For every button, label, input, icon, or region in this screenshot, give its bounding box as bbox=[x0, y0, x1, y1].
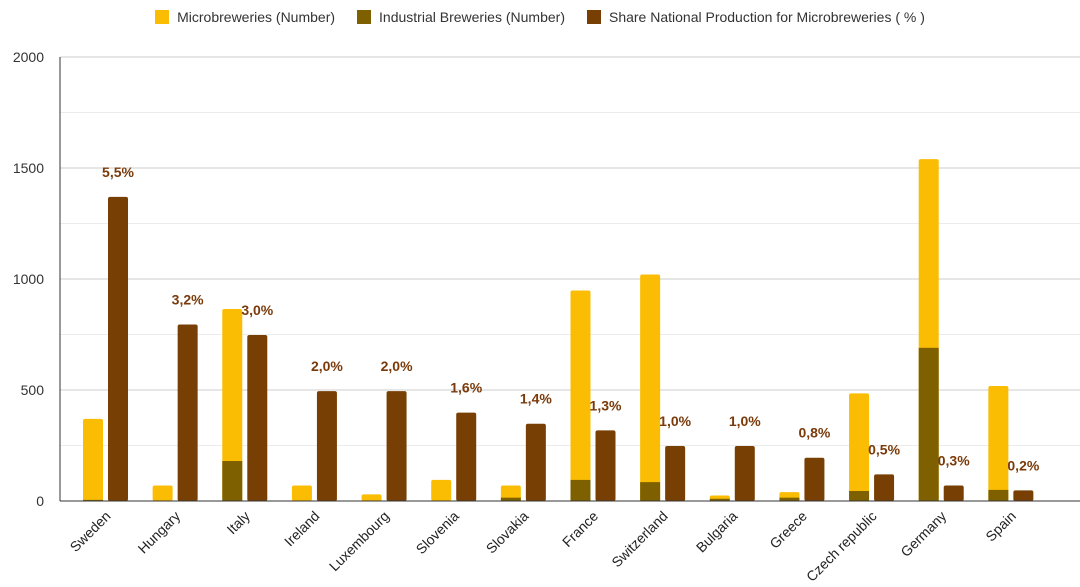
industrial-breweries-bar bbox=[570, 479, 591, 501]
share-data-label: 0,8% bbox=[798, 425, 830, 441]
industrial-breweries-bar bbox=[779, 497, 800, 501]
share-bar bbox=[665, 445, 686, 501]
share-bar bbox=[804, 457, 825, 501]
legend-label: Industrial Breweries (Number) bbox=[379, 9, 565, 25]
share-data-label: 0,3% bbox=[938, 452, 970, 468]
industrial-breweries-bar bbox=[988, 489, 1009, 501]
industrial-breweries-bar bbox=[849, 491, 870, 501]
category-label: Hungary bbox=[135, 508, 184, 557]
share-data-label: 1,0% bbox=[659, 413, 691, 429]
microbreweries-bar bbox=[83, 418, 103, 501]
category-label: France bbox=[559, 508, 601, 550]
legend-item: Share National Production for Microbrewe… bbox=[586, 9, 925, 25]
y-tick-label: 1000 bbox=[13, 271, 44, 287]
share-bar bbox=[595, 430, 616, 501]
share-data-label: 1,4% bbox=[520, 391, 552, 407]
microbreweries-bar bbox=[361, 494, 382, 501]
microbreweries-bar bbox=[849, 393, 870, 501]
microbreweries-bar bbox=[291, 485, 312, 501]
share-data-label: 2,0% bbox=[381, 358, 413, 374]
microbreweries-bar bbox=[500, 485, 521, 501]
microbreweries-bar bbox=[431, 479, 452, 501]
category-label: Italy bbox=[223, 508, 252, 537]
category-label: Greece bbox=[766, 508, 810, 552]
industrial-breweries-bar bbox=[222, 461, 243, 501]
share-bar bbox=[1013, 490, 1034, 501]
category-label: Bulgaria bbox=[693, 508, 741, 556]
microbreweries-bar bbox=[570, 290, 591, 501]
share-bar bbox=[734, 445, 755, 501]
y-tick-label: 500 bbox=[21, 382, 45, 398]
share-bar bbox=[177, 324, 198, 501]
category-label: Sweden bbox=[67, 508, 114, 555]
category-label: Slovakia bbox=[483, 508, 532, 557]
y-tick-label: 2000 bbox=[13, 49, 44, 65]
share-data-label: 2,0% bbox=[311, 358, 343, 374]
share-bar bbox=[943, 485, 964, 501]
industrial-breweries-bar bbox=[83, 499, 103, 501]
category-label: Slovenia bbox=[413, 508, 462, 557]
industrial-breweries-bar bbox=[500, 497, 521, 501]
legend-swatch bbox=[155, 10, 170, 24]
share-bar bbox=[247, 334, 268, 501]
industrial-breweries-bar bbox=[918, 347, 939, 501]
microbreweries-bar bbox=[640, 274, 661, 501]
microbreweries-bar bbox=[152, 485, 173, 501]
share-data-label: 1,0% bbox=[729, 413, 761, 429]
share-data-label: 5,5% bbox=[102, 164, 134, 180]
microbreweries-bar bbox=[222, 308, 243, 501]
legend: Microbreweries (Number) Industrial Brewer… bbox=[0, 6, 1080, 28]
legend-swatch bbox=[357, 10, 372, 24]
category-label: Switzerland bbox=[608, 508, 670, 570]
category-label: Luxembourg bbox=[326, 508, 392, 574]
share-data-label: 3,0% bbox=[241, 302, 273, 318]
category-label: Czech republic bbox=[803, 508, 880, 585]
legend-swatch bbox=[586, 10, 601, 24]
share-bar bbox=[386, 391, 407, 501]
y-tick-label: 1500 bbox=[13, 160, 44, 176]
category-label: Ireland bbox=[281, 508, 323, 550]
share-bar bbox=[108, 196, 128, 502]
share-bar bbox=[525, 423, 546, 501]
industrial-breweries-bar bbox=[709, 498, 730, 501]
share-data-label: 0,2% bbox=[1007, 457, 1039, 473]
category-label: Spain bbox=[982, 508, 1019, 545]
share-data-label: 3,2% bbox=[172, 292, 204, 308]
share-data-label: 1,3% bbox=[590, 397, 622, 413]
legend-label: Microbreweries (Number) bbox=[177, 9, 336, 25]
legend-label: Share National Production for Microbrewe… bbox=[608, 9, 925, 25]
category-label: Germany bbox=[897, 508, 949, 560]
industrial-breweries-bar bbox=[640, 482, 661, 501]
share-bar bbox=[874, 474, 895, 501]
share-bar bbox=[456, 412, 477, 501]
share-data-label: 0,5% bbox=[868, 441, 900, 457]
y-tick-label: 0 bbox=[36, 493, 44, 509]
legend-item: Microbreweries (Number) bbox=[155, 9, 335, 25]
legend-item: Industrial Breweries (Number) bbox=[357, 9, 565, 25]
microbreweries-bar bbox=[988, 386, 1009, 501]
share-bar bbox=[316, 391, 337, 501]
share-data-label: 1,6% bbox=[450, 380, 482, 396]
